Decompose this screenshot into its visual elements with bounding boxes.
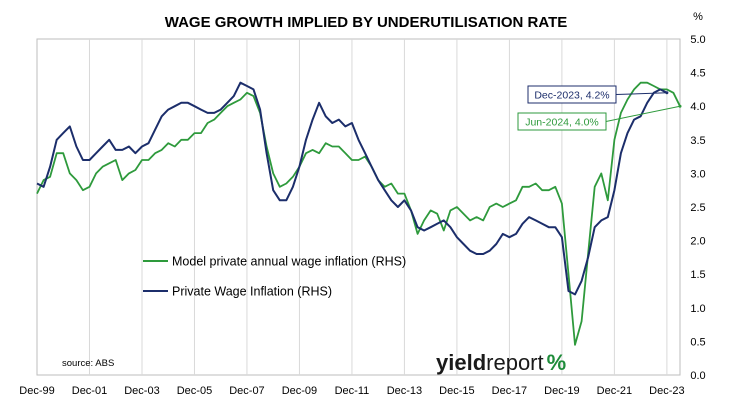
x-tick-label: Dec-19 [544,385,579,397]
y-axis: 0.0 0.5 1.0 1.5 2.0 2.5 3.0 3.5 4.0 4.5 5.0 [690,34,705,382]
annotation-box [527,85,617,104]
y-tick-label: 4.0 [690,101,705,113]
grid [88,39,668,375]
y-axis-unit: % [693,11,703,23]
annotation-label: Dec-2023, 4.2% [534,90,609,102]
x-tick-label: Dec-11 [335,385,370,397]
annotation-point [665,91,669,95]
x-tick-label: Dec-13 [387,385,422,397]
plot-area [36,38,681,376]
y-tick-label: 4.5 [690,68,705,80]
chart-title: WAGE GROWTH IMPLIED BY UNDERUTILISATION … [165,14,568,31]
source-note: source: ABS [62,358,114,369]
annotation-leader-line [615,92,667,95]
series-lines [36,81,681,346]
y-tick-label: 1.5 [690,269,705,281]
legend-entry: Private Wage Inflation (RHS) [172,285,332,299]
x-axis: Dec-99 Dec-01 Dec-03 Dec-05 Dec-07 Dec-09 Dec-… [19,385,684,397]
legend-entry: Model private annual wage inflation (RHS… [172,255,406,269]
x-tick-label: Dec-17 [492,385,527,397]
y-tick-label: 2.5 [690,202,705,214]
y-tick-label: 0.0 [690,370,705,382]
svg-text:yieldreport%: yieldreport% [436,350,566,375]
y-tick-label: 1.0 [690,303,705,315]
y-tick-label: 3.0 [690,168,705,180]
annotation-point [678,104,682,108]
x-tick-label: Dec-15 [439,385,474,397]
y-tick-label: 5.0 [690,34,705,46]
annotation-box [517,112,607,131]
annotation-label: Jun-2024, 4.0% [525,117,599,129]
y-tick-label: 3.5 [690,135,705,147]
x-tick-label: Dec-03 [124,385,159,397]
x-tick-label: Dec-23 [649,385,684,397]
yieldreport-logo: yieldreport% [436,350,566,375]
legend: Model private annual wage inflation (RHS… [143,255,406,299]
series-line-model [36,81,681,346]
y-tick-label: 2.0 [690,236,705,248]
x-tick-label: Dec-21 [597,385,632,397]
x-tick-label: Dec-09 [282,385,317,397]
x-tick-label: Dec-01 [72,385,107,397]
annotation-leader-line [605,105,681,122]
y-tick-label: 0.5 [690,336,705,348]
x-tick-label: Dec-07 [229,385,264,397]
x-tick-label: Dec-05 [177,385,212,397]
annotations: Dec-2023, 4.2% Jun-2024, 4.0% [517,85,682,131]
x-tick-label: Dec-99 [19,385,54,397]
series-line-private-wage [36,81,668,296]
